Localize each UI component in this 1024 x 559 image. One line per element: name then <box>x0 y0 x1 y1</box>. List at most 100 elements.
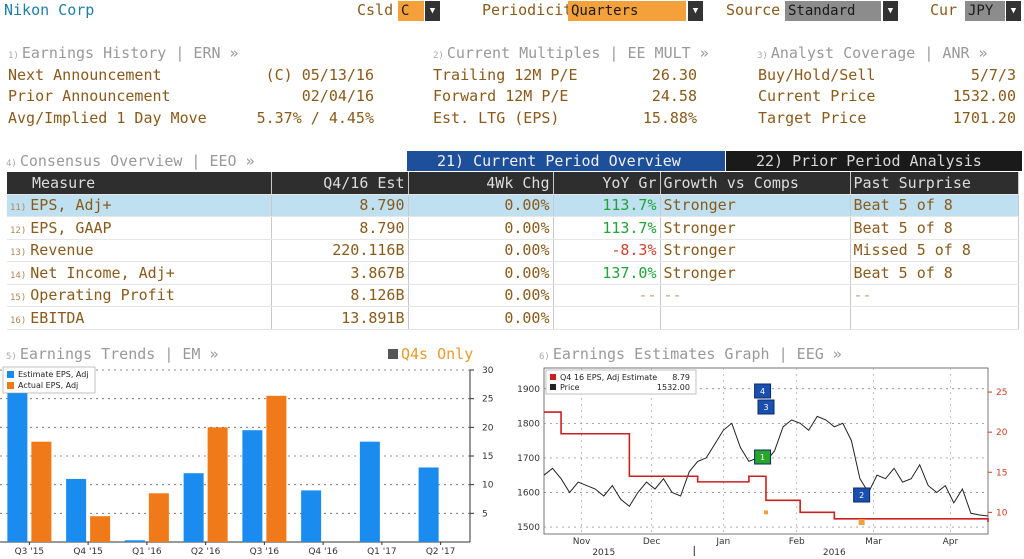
growth-cell: Stronger <box>660 194 851 217</box>
legend-swatch <box>550 374 556 380</box>
section-number: 2) <box>433 51 444 61</box>
earnings-trends-link[interactable]: 5) Earnings Trends | EM » <box>6 345 219 363</box>
current-price-value: 1532.00 <box>952 87 1016 105</box>
day-move-value: 5.37% / 4.45% <box>256 109 374 127</box>
tab-prior-period[interactable]: 22) Prior Period Analysis (Q3/16) <box>726 151 1022 190</box>
table-row[interactable]: 12) EPS, GAAP 8.790 0.00% 113.7% Stronger… <box>7 216 1019 240</box>
column-header[interactable]: YoY Gr <box>553 172 661 195</box>
event-marker-label: 4 <box>760 387 765 396</box>
legend-value: 8.79 <box>672 373 690 382</box>
y-tick-label: 25 <box>482 395 493 405</box>
source-dropdown[interactable]: Standard <box>785 1 881 21</box>
source-value: Standard <box>788 3 856 19</box>
table-row[interactable]: 15) Operating Profit 8.126B 0.00% -- -- -… <box>7 284 1019 307</box>
csld-value: C <box>401 3 410 19</box>
x-year-label: 2015 <box>592 548 615 558</box>
next-announcement-value: (C) 05/13/16 <box>265 66 374 84</box>
periodicity-dropdown[interactable]: Quarters <box>568 1 686 21</box>
column-header[interactable]: Measure <box>7 172 272 195</box>
actual-bar <box>266 395 287 542</box>
row-number: 12) <box>10 225 27 236</box>
column-header-label: Measure <box>32 173 96 192</box>
event-marker-label: 2 <box>859 491 864 500</box>
y-left-tick-label: 1800 <box>517 419 540 429</box>
current-multiples-link[interactable]: 2) Current Multiples | EE MULT » <box>433 44 709 62</box>
x-tick-label: Q3 '16 <box>250 547 280 557</box>
analyst-coverage-link[interactable]: 3) Analyst Coverage | ANR » <box>757 44 988 62</box>
earnings-history-title: Earnings History | ERN » <box>21 44 239 62</box>
y-left-tick-label: 1900 <box>517 385 540 395</box>
x-tick-label: Q3 '15 <box>15 547 45 557</box>
consensus-overview-link[interactable]: 4) Consensus Overview | EEO » <box>6 152 255 170</box>
y-right-tick-label: 10 <box>996 508 1008 518</box>
target-price-label: Target Price <box>758 109 867 127</box>
surprise-cell: Missed 5 of 8 <box>850 239 1019 262</box>
yoy-cell: 137.0% <box>553 261 661 285</box>
tab-current-period[interactable]: 21) Current Period Overview (Q4/16) <box>407 151 725 190</box>
chevron-down-icon[interactable]: ▼ <box>688 1 703 21</box>
estimate-bar <box>301 490 322 542</box>
trailing-pe-label: Trailing 12M P/E <box>433 66 578 84</box>
forward-pe-label: Forward 12M P/E <box>433 87 569 105</box>
surprise-cell: Beat 5 of 8 <box>850 194 1019 217</box>
currency-dropdown[interactable]: JPY <box>965 1 1005 21</box>
yoy-cell: 113.7% <box>553 194 661 217</box>
table-row[interactable]: 16) EBITDA 13.891B 0.00% <box>7 306 1019 330</box>
currency-label: Cur <box>930 1 958 19</box>
growth-cell: -- <box>660 284 851 307</box>
section-number: 5) <box>6 352 17 362</box>
row-number: 11) <box>10 203 27 214</box>
legend-swatch <box>7 371 14 378</box>
buy-hold-sell-label: Buy/Hold/Sell <box>758 66 876 84</box>
csld-dropdown[interactable]: C <box>398 1 424 21</box>
y-tick-label: 30 <box>482 366 494 376</box>
estimate-cell: 8.790 <box>271 216 409 240</box>
section-number: 6) <box>539 352 550 362</box>
earnings-history-link[interactable]: 1) Earnings History | ERN » <box>8 44 239 62</box>
column-header[interactable]: 4Wk Chg <box>408 172 554 195</box>
column-header[interactable]: Growth vs Comps <box>660 172 851 195</box>
chevron-down-icon[interactable]: ▼ <box>1006 1 1021 21</box>
x-tick-label: Q2 '16 <box>191 547 221 557</box>
surprise-cell <box>850 306 1019 330</box>
chevron-down-icon[interactable]: ▼ <box>425 1 440 21</box>
y-tick-label: 10 <box>482 481 494 491</box>
x-tick-label: Dec <box>643 537 660 547</box>
y-right-tick-label: 15 <box>996 468 1007 478</box>
column-header[interactable]: Q4/16 Est <box>271 172 409 195</box>
column-header[interactable]: Past Surprise <box>850 172 1019 195</box>
estimate-bar <box>242 430 263 542</box>
x-tick-label: Nov <box>573 537 591 547</box>
x-year-label: 2016 <box>823 548 846 558</box>
consensus-overview-title: Consensus Overview | EEO » <box>19 152 255 170</box>
chevron-down-icon[interactable]: ▼ <box>883 1 898 21</box>
y-left-tick-label: 1700 <box>517 454 540 464</box>
estimate-bar <box>7 370 28 542</box>
table-row[interactable]: 11) EPS, Adj+ 8.790 0.00% 113.7% Stronger… <box>7 194 1019 217</box>
measure-cell: Operating Profit <box>30 286 175 305</box>
table-row[interactable]: 13) Revenue 220.116B 0.00% -8.3% Stronger… <box>7 239 1019 262</box>
row-number: 13) <box>10 248 27 259</box>
current-price-label: Current Price <box>758 87 876 105</box>
growth-cell: Stronger <box>660 261 851 285</box>
prior-announcement-label: Prior Announcement <box>8 87 171 105</box>
estimate-cell: 8.790 <box>271 194 409 217</box>
y-right-tick-label: 25 <box>996 388 1007 398</box>
table-row[interactable]: 14) Net Income, Adj+ 3.867B 0.00% 137.0% … <box>7 261 1019 285</box>
y-left-tick-label: 1600 <box>517 489 540 499</box>
estimate-bar <box>418 467 439 542</box>
legend-box <box>545 369 697 395</box>
change-cell: 0.00% <box>408 239 554 262</box>
row-number: 14) <box>10 270 27 281</box>
measure-cell: EBITDA <box>30 308 85 327</box>
trailing-pe-value: 26.30 <box>651 66 697 84</box>
earnings-estimates-graph-link[interactable]: 6) Earnings Estimates Graph | EEG » <box>539 345 842 363</box>
event-marker-label: 3 <box>763 403 768 412</box>
measure-cell: EPS, GAAP <box>30 218 112 237</box>
estimate-bar <box>359 441 380 542</box>
earnings-trends-chart: 5 10 15 20 25 30 Q3 '15 Q4 '15 Q1 '16 Q2 '16 Q3 '1… <box>0 366 494 557</box>
legend-label: Q4 16 EPS, Adj Estimate <box>560 373 657 382</box>
q4s-only-toggle[interactable]: Q4s Only <box>388 345 473 363</box>
source-label: Source <box>726 1 781 19</box>
growth-cell: Stronger <box>660 216 851 240</box>
